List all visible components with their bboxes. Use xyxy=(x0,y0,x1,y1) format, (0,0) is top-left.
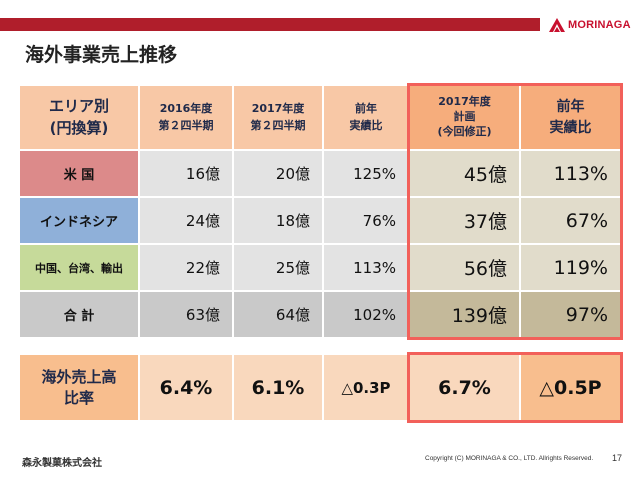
ratio-plan: 6.7% xyxy=(410,355,519,420)
header-bar xyxy=(0,18,540,31)
cell-total-plan-yoy: 97% xyxy=(521,292,620,337)
header-area: エリア別 (円換算) xyxy=(20,86,138,149)
cell-us-plan-yoy: 113% xyxy=(521,151,620,196)
header-area-line2: (円換算) xyxy=(49,118,109,137)
cell-cn-2016: 22億 xyxy=(140,245,232,290)
row-label-indonesia: インドネシア xyxy=(20,198,138,243)
page-number: 17 xyxy=(612,453,623,463)
plan-highlight-box xyxy=(407,83,623,340)
header-plan-yoy: 前年 実績比 xyxy=(521,86,620,149)
header-2016-line2: 第２四半期 xyxy=(158,118,214,132)
ratio-label: 海外売上高 比率 xyxy=(20,355,138,420)
cell-id-plan-yoy: 67% xyxy=(521,198,620,243)
cell-cn-yoy: 113% xyxy=(324,245,408,290)
header-yoy-line2: 実績比 xyxy=(349,118,383,132)
header-2017-line1: 2017年度 xyxy=(251,102,305,115)
cell-id-2017: 18億 xyxy=(234,198,322,243)
cell-id-yoy: 76% xyxy=(324,198,408,243)
cell-total-plan: 139億 xyxy=(410,292,519,337)
cell-total-2016: 63億 xyxy=(140,292,232,337)
logo-text: MORINAGA xyxy=(568,19,631,31)
cell-us-2017: 20億 xyxy=(234,151,322,196)
footer-company-name: 森永製菓株式会社 xyxy=(22,458,102,469)
company-logo: MORINAGA xyxy=(549,16,631,34)
cell-id-2016: 24億 xyxy=(140,198,232,243)
header-2017-line2: 第２四半期 xyxy=(250,118,306,132)
header-plan-line2: 計画 xyxy=(453,110,476,124)
row-label-total: 合 計 xyxy=(20,292,138,337)
header-plan: 2017年度 計画 (今回修正) xyxy=(410,86,519,149)
cell-cn-plan: 56億 xyxy=(410,245,519,290)
cell-total-2017: 64億 xyxy=(234,292,322,337)
morinaga-logo-icon xyxy=(549,18,565,32)
header-yoy: 前年 実績比 xyxy=(324,86,408,149)
header-plan-line3: (今回修正) xyxy=(437,124,492,138)
row-label-china: 中国、台湾、輸出 xyxy=(20,245,138,290)
cell-us-yoy: 125% xyxy=(324,151,408,196)
cell-us-plan: 45億 xyxy=(410,151,519,196)
cell-id-plan: 37億 xyxy=(410,198,519,243)
cell-cn-2017: 25億 xyxy=(234,245,322,290)
header-plan-yoy-line1: 前年 xyxy=(556,99,585,116)
cell-total-yoy: 102% xyxy=(324,292,408,337)
header-2016: 2016年度 第２四半期 xyxy=(140,86,232,149)
header-yoy-line1: 前年 xyxy=(355,102,377,115)
header-2016-line1: 2016年度 xyxy=(159,102,213,115)
header-plan-yoy-line2: 実績比 xyxy=(549,119,592,136)
row-label-us: 米 国 xyxy=(20,151,138,196)
page-title: 海外事業売上推移 xyxy=(25,44,178,66)
ratio-yoy: △0.3P xyxy=(324,355,408,420)
header-area-line1: エリア別 xyxy=(48,96,109,115)
cell-cn-plan-yoy: 119% xyxy=(521,245,620,290)
ratio-2016: 6.4% xyxy=(140,355,232,420)
ratio-label-line2: 比率 xyxy=(63,388,94,407)
cell-us-2016: 16億 xyxy=(140,151,232,196)
ratio-label-line1: 海外売上高 xyxy=(41,367,117,386)
ratio-highlight-box xyxy=(407,352,623,423)
ratio-plan-yoy: △0.5P xyxy=(521,355,620,420)
header-plan-line1: 2017年度 xyxy=(438,95,491,109)
header-2017: 2017年度 第２四半期 xyxy=(234,86,322,149)
footer-copyright: Copyright (C) MORINAGA & CO., LTD. Allri… xyxy=(425,455,594,462)
ratio-2017: 6.1% xyxy=(234,355,322,420)
